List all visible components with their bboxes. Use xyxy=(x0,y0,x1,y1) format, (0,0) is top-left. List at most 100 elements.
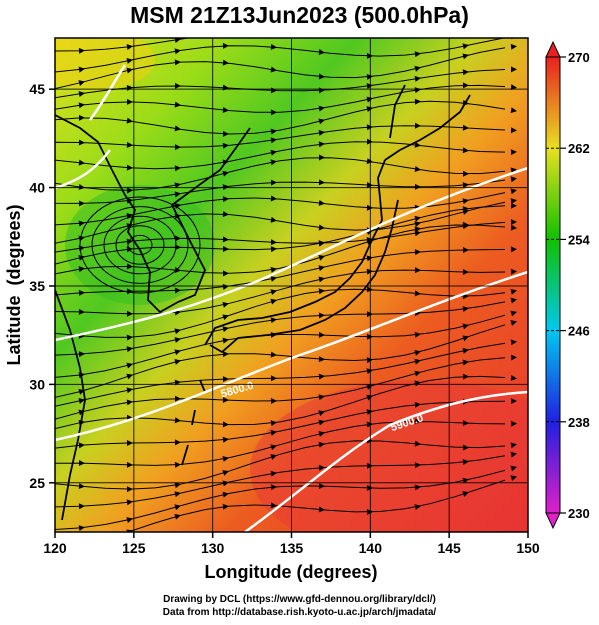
streamline xyxy=(55,224,506,284)
streamline-arrow xyxy=(126,387,133,394)
streamline-arrow xyxy=(318,312,325,319)
streamline-arrow xyxy=(174,101,181,108)
credit-drawing: Drawing by DCL (https://www.gfd-dennou.o… xyxy=(163,594,436,605)
streamline-arrow xyxy=(318,118,325,125)
streamline-arrow xyxy=(126,288,133,295)
streamline-arrow xyxy=(414,183,421,190)
streamline-arrow xyxy=(78,308,85,315)
streamline-arrow xyxy=(414,141,421,148)
streamline-arrow xyxy=(270,216,277,223)
colorbar-tick-label: 270 xyxy=(568,50,590,65)
streamline-arrow xyxy=(174,358,181,365)
streamline-arrow xyxy=(126,346,133,353)
streamline-arrow xyxy=(462,268,469,275)
y-tick-label: 45 xyxy=(29,81,45,97)
streamline-arrow xyxy=(222,270,229,277)
streamline-arrow xyxy=(462,306,469,313)
streamline-arrow xyxy=(174,38,181,43)
streamline-arrow xyxy=(462,373,469,380)
streamline-arrow xyxy=(222,142,229,149)
streamline-arrow xyxy=(270,43,277,50)
streamline-arrow xyxy=(78,139,85,146)
streamline-arrow xyxy=(414,166,421,172)
streamline-arrow xyxy=(414,418,421,425)
colorbar-tick-label: 230 xyxy=(568,506,590,521)
streamline xyxy=(55,342,506,407)
streamline-arrow xyxy=(414,267,421,274)
streamline xyxy=(55,125,506,148)
streamline-arrow xyxy=(78,266,85,273)
streamline-arrow xyxy=(318,356,325,363)
streamline-arrow xyxy=(126,440,133,447)
streamline xyxy=(55,469,506,531)
streamline-arrow xyxy=(270,470,277,477)
streamline-arrow xyxy=(126,117,133,124)
streamline-arrow xyxy=(510,288,517,295)
streamline-arrow xyxy=(222,301,229,308)
streamline-arrow xyxy=(222,283,229,290)
streamline-arrow xyxy=(222,503,229,510)
streamline-arrow xyxy=(462,335,469,342)
streamline-arrow xyxy=(126,263,133,270)
height-contours xyxy=(55,64,528,532)
streamline-arrow xyxy=(414,349,421,356)
streamline-arrow xyxy=(510,354,517,361)
grid-lines xyxy=(55,38,528,532)
streamline-arrow xyxy=(222,106,229,113)
streamline-arrow xyxy=(318,483,325,490)
streamline-arrow xyxy=(126,373,133,380)
streamline-arrow xyxy=(318,431,325,437)
streamline-arrow xyxy=(462,147,469,154)
y-tick-label: 35 xyxy=(29,278,45,294)
streamline-arrow xyxy=(174,337,181,343)
streamline-arrow xyxy=(78,460,85,467)
streamline-arrow xyxy=(174,59,181,66)
streamline-arrow xyxy=(414,290,421,297)
streamline-arrow xyxy=(462,221,469,228)
streamline-arrow xyxy=(78,289,85,296)
streamline-arrow xyxy=(270,239,277,246)
streamline xyxy=(55,205,506,267)
streamline-arrow xyxy=(270,298,277,305)
streamline-arrow xyxy=(462,491,469,497)
streamline xyxy=(55,157,506,191)
streamline-arrow xyxy=(223,30,229,36)
streamline-arrow xyxy=(367,30,373,36)
streamline-arrow xyxy=(174,165,181,172)
x-tick-label: 135 xyxy=(280,540,304,556)
streamline-arrow xyxy=(78,102,85,109)
streamline-arrow xyxy=(270,375,277,382)
streamline-arrow xyxy=(174,267,181,273)
streamline-arrow xyxy=(366,255,373,262)
streamline-arrow xyxy=(414,401,421,408)
streamline-arrow xyxy=(462,82,469,89)
warm-region-south xyxy=(250,380,528,532)
streamline-arrow xyxy=(270,502,277,509)
streamline-arrow xyxy=(174,349,181,356)
streamline-arrow xyxy=(318,419,325,426)
streamline-arrow xyxy=(510,224,517,231)
streamline-arrow xyxy=(78,47,85,54)
y-tick-label: 40 xyxy=(29,180,45,196)
streamline-arrow xyxy=(174,287,181,294)
y-tick-label: 25 xyxy=(29,475,45,491)
streamline-arrow xyxy=(126,44,133,50)
streamline-arrow xyxy=(126,362,133,369)
streamline-arrow xyxy=(414,249,421,256)
streamline-arrow xyxy=(510,310,517,317)
streamline-arrow xyxy=(270,429,277,436)
streamline-arrow xyxy=(366,83,373,90)
streamline xyxy=(55,375,506,437)
streamline xyxy=(55,100,506,135)
streamline-arrow xyxy=(318,179,325,186)
streamline-arrow xyxy=(126,67,133,74)
streamline xyxy=(55,357,506,420)
colorbar-tick-label: 238 xyxy=(568,415,590,430)
streamline-arrow xyxy=(414,87,421,94)
streamline-arrow xyxy=(270,149,277,156)
streamline-arrow xyxy=(318,464,325,471)
streamline-arrow xyxy=(222,314,229,321)
streamline-arrow xyxy=(414,75,421,82)
streamline-arrow xyxy=(270,137,277,144)
streamline-arrow xyxy=(510,84,517,91)
